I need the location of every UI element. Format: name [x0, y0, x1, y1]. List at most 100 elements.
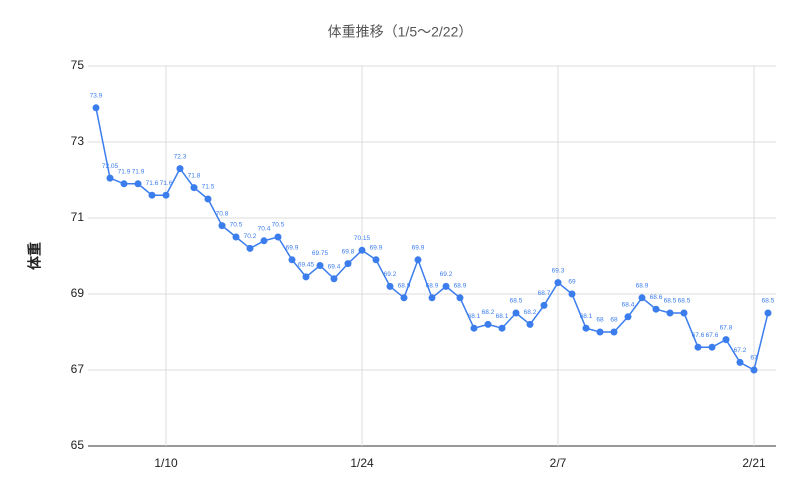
data-label: 70.2	[244, 233, 257, 240]
data-label: 68	[596, 317, 604, 324]
data-point	[148, 191, 156, 199]
data-point	[624, 313, 632, 321]
data-point	[414, 256, 422, 264]
data-label: 71.9	[132, 169, 145, 176]
data-label: 68.1	[468, 313, 481, 320]
data-label: 68.9	[454, 283, 467, 290]
y-tick-label: 71	[71, 210, 85, 224]
data-point	[596, 328, 604, 336]
data-label: 68.1	[580, 313, 593, 320]
data-label: 73.9	[90, 93, 103, 100]
data-label: 69.9	[286, 245, 299, 252]
data-point	[610, 328, 618, 336]
y-axis-label: 体重	[27, 242, 43, 270]
data-point	[442, 282, 450, 290]
data-point	[92, 104, 100, 112]
x-tick-label: 1/10	[154, 456, 178, 470]
data-point	[638, 294, 646, 302]
y-tick-label: 75	[71, 58, 85, 72]
series-line	[95, 107, 769, 372]
data-label: 69	[568, 279, 576, 286]
data-label: 68.2	[524, 309, 537, 316]
data-point	[680, 309, 688, 317]
data-point	[764, 309, 772, 317]
data-label: 68.5	[664, 298, 677, 305]
data-label: 68.1	[496, 313, 509, 320]
data-label: 68.5	[678, 298, 691, 305]
data-label: 69.2	[440, 271, 453, 278]
y-tick-label: 65	[71, 438, 85, 452]
data-point	[708, 343, 716, 351]
data-label: 68	[610, 317, 618, 324]
data-point	[218, 222, 226, 230]
data-label: 71.9	[118, 169, 131, 176]
x-tick-label: 1/24	[350, 456, 374, 470]
y-tick-label: 69	[71, 286, 85, 300]
data-point	[666, 309, 674, 317]
data-point	[134, 180, 142, 188]
data-label: 67.8	[720, 324, 733, 331]
data-label: 69.9	[370, 245, 383, 252]
data-point	[288, 256, 296, 264]
data-point	[316, 262, 324, 269]
data-point	[512, 309, 520, 317]
data-point	[582, 324, 590, 332]
data-label: 71.6	[160, 180, 173, 187]
data-label: 68.4	[622, 302, 635, 309]
chart-title: 体重推移（1/5〜2/22）	[328, 24, 473, 40]
data-point	[568, 290, 576, 298]
data-point	[554, 279, 562, 287]
data-label: 70.4	[258, 226, 271, 233]
data-label: 72.05	[102, 163, 119, 170]
data-point	[246, 244, 254, 252]
data-point	[330, 275, 338, 283]
data-point	[470, 324, 478, 332]
data-point	[400, 294, 408, 302]
x-tick-label: 2/21	[742, 456, 766, 470]
data-label: 68.5	[762, 298, 775, 305]
data-label: 67.2	[734, 347, 747, 354]
data-label: 69.45	[298, 262, 315, 269]
data-point	[736, 358, 744, 366]
data-point	[162, 191, 170, 199]
data-point	[652, 305, 660, 313]
data-label: 68.9	[426, 283, 439, 290]
data-label: 67.6	[706, 332, 719, 339]
data-label: 70.5	[272, 222, 285, 229]
data-point	[190, 184, 198, 192]
data-point	[372, 256, 380, 264]
x-tick-label: 2/7	[550, 456, 567, 470]
data-label: 67	[750, 355, 758, 362]
data-label: 70.8	[216, 210, 229, 217]
data-point	[456, 294, 464, 302]
data-label: 71.6	[146, 180, 159, 187]
data-point	[498, 324, 506, 332]
y-tick-label: 67	[71, 362, 85, 376]
data-label: 69.8	[342, 248, 355, 255]
data-label: 69.75	[312, 250, 329, 257]
data-point	[302, 273, 310, 281]
data-label: 68.9	[398, 283, 411, 290]
data-label: 72.3	[174, 153, 187, 160]
data-point	[386, 282, 394, 290]
data-point	[722, 336, 730, 344]
y-tick-label: 73	[71, 134, 85, 148]
data-label: 69.2	[384, 271, 397, 278]
data-label: 67.6	[692, 332, 705, 339]
data-label: 70.5	[230, 222, 243, 229]
data-label: 68.2	[482, 309, 495, 316]
data-point	[260, 237, 268, 245]
data-point	[358, 246, 366, 254]
data-point	[274, 233, 282, 241]
data-point	[232, 233, 240, 241]
data-label: 70.15	[354, 235, 371, 242]
data-label: 69.3	[552, 267, 565, 274]
data-label: 68.9	[636, 283, 649, 290]
data-label: 71.8	[188, 172, 201, 179]
data-point	[204, 195, 212, 203]
data-point	[694, 343, 702, 351]
data-point	[106, 174, 114, 182]
data-point	[176, 165, 184, 173]
data-label: 68.7	[538, 290, 551, 297]
